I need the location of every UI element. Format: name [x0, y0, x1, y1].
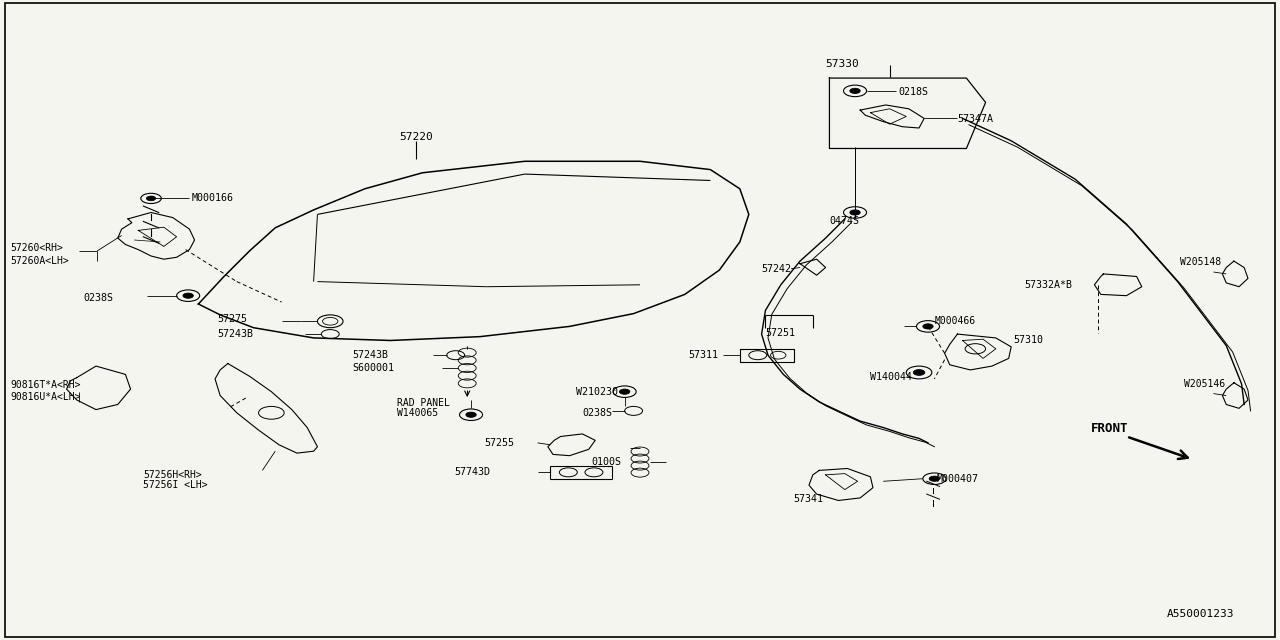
Text: 57341: 57341 [794, 494, 823, 504]
Text: 57256H<RH>: 57256H<RH> [143, 470, 202, 480]
Circle shape [850, 210, 860, 215]
Circle shape [620, 389, 630, 394]
Circle shape [914, 370, 925, 375]
Text: 57311: 57311 [689, 350, 718, 360]
Text: 57243B: 57243B [352, 350, 388, 360]
Text: W205148: W205148 [1180, 257, 1221, 268]
Text: 57242: 57242 [762, 264, 791, 274]
Text: 57256I <LH>: 57256I <LH> [143, 480, 207, 490]
Text: S600001: S600001 [352, 363, 394, 373]
Text: 90816T*A<RH>: 90816T*A<RH> [10, 380, 81, 390]
Circle shape [929, 476, 940, 481]
Text: W140065: W140065 [397, 408, 438, 418]
Text: 57332A*B: 57332A*B [1024, 280, 1073, 290]
Text: 0474S: 0474S [829, 216, 859, 226]
Text: RAD PANEL: RAD PANEL [397, 398, 449, 408]
Circle shape [850, 88, 860, 93]
Text: 57743D: 57743D [454, 467, 490, 477]
Circle shape [466, 412, 476, 417]
Text: FRONT: FRONT [1091, 422, 1128, 435]
Text: 57275: 57275 [218, 314, 247, 324]
Text: 90816U*A<LH>: 90816U*A<LH> [10, 392, 81, 402]
Text: 0218S: 0218S [899, 87, 928, 97]
Text: M000166: M000166 [192, 193, 234, 204]
Text: 57251: 57251 [765, 328, 795, 338]
Text: 0100S: 0100S [591, 457, 621, 467]
Text: W205146: W205146 [1184, 379, 1225, 389]
Text: M000407: M000407 [937, 474, 979, 484]
Circle shape [183, 293, 193, 298]
Text: A550001233: A550001233 [1167, 609, 1234, 620]
Circle shape [146, 196, 156, 201]
Circle shape [923, 324, 933, 329]
Text: 57347A: 57347A [957, 114, 993, 124]
Text: 0238S: 0238S [83, 292, 113, 303]
Text: 57255: 57255 [484, 438, 513, 448]
Text: W210230: W210230 [576, 387, 618, 397]
Text: 57260<RH>: 57260<RH> [10, 243, 63, 253]
Text: 57260A<LH>: 57260A<LH> [10, 256, 69, 266]
Text: 57220: 57220 [399, 132, 433, 142]
Text: 57310: 57310 [1014, 335, 1043, 346]
Text: 57330: 57330 [826, 59, 859, 69]
Text: M000466: M000466 [934, 316, 975, 326]
Text: W140044: W140044 [870, 372, 913, 383]
Text: 0238S: 0238S [582, 408, 612, 418]
Text: 57243B: 57243B [218, 329, 253, 339]
